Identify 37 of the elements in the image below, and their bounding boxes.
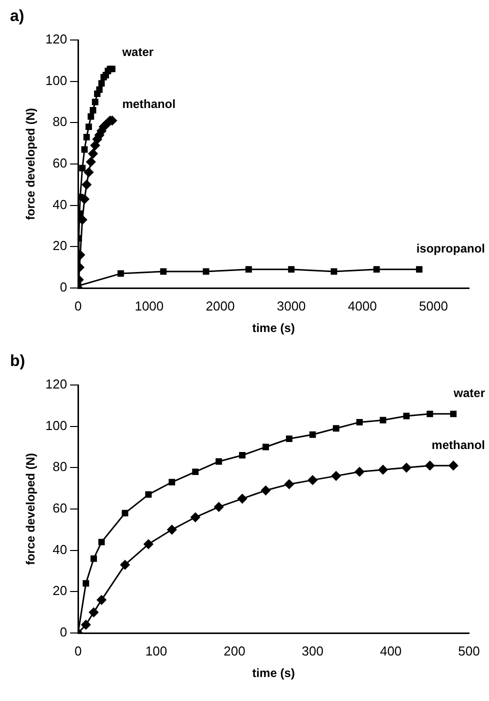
series-label: water (452, 386, 486, 400)
y-tick-label: 20 (52, 238, 68, 254)
y-tick-label: 0 (60, 280, 68, 295)
y-tick-label: 20 (52, 583, 68, 598)
y-axis-title: force developed (N) (24, 108, 38, 220)
x-tick-label: 4000 (348, 298, 377, 314)
x-tick-label: 0 (74, 643, 82, 658)
x-tick-label: 300 (302, 643, 324, 658)
y-tick-label: 100 (45, 418, 68, 433)
y-tick-label: 0 (60, 624, 68, 640)
y-tick-label: 120 (45, 32, 68, 47)
series-label: water (121, 45, 154, 60)
y-tick-label: 40 (52, 542, 68, 557)
x-tick-label: 3000 (276, 298, 306, 314)
series-label: isopropanol (416, 242, 486, 256)
y-tick-label: 100 (45, 72, 68, 88)
x-tick-label: 500 (458, 643, 480, 658)
x-axis-title: time (s) (252, 321, 295, 336)
y-tick-label: 120 (45, 376, 68, 392)
series-label: methanol (432, 438, 486, 452)
x-tick-label: 100 (145, 643, 168, 658)
y-tick-label: 80 (52, 114, 68, 130)
x-tick-label: 2000 (206, 298, 235, 314)
x-axis-title: time (s) (252, 666, 295, 680)
series-label: methanol (122, 96, 176, 111)
y-axis-title: force developed (N) (24, 452, 38, 566)
y-tick-label: 80 (52, 459, 68, 474)
chart-title: a) (10, 8, 24, 26)
y-tick-label: 60 (52, 156, 68, 171)
x-tick-label: 200 (224, 643, 246, 658)
x-tick-label: 5000 (419, 298, 448, 314)
x-tick-label: 1000 (134, 298, 164, 314)
y-tick-label: 40 (52, 196, 68, 212)
y-tick-label: 60 (52, 500, 68, 516)
chart-title: b) (10, 353, 26, 371)
x-tick-label: 400 (380, 643, 402, 658)
x-tick-label: 0 (74, 298, 82, 314)
